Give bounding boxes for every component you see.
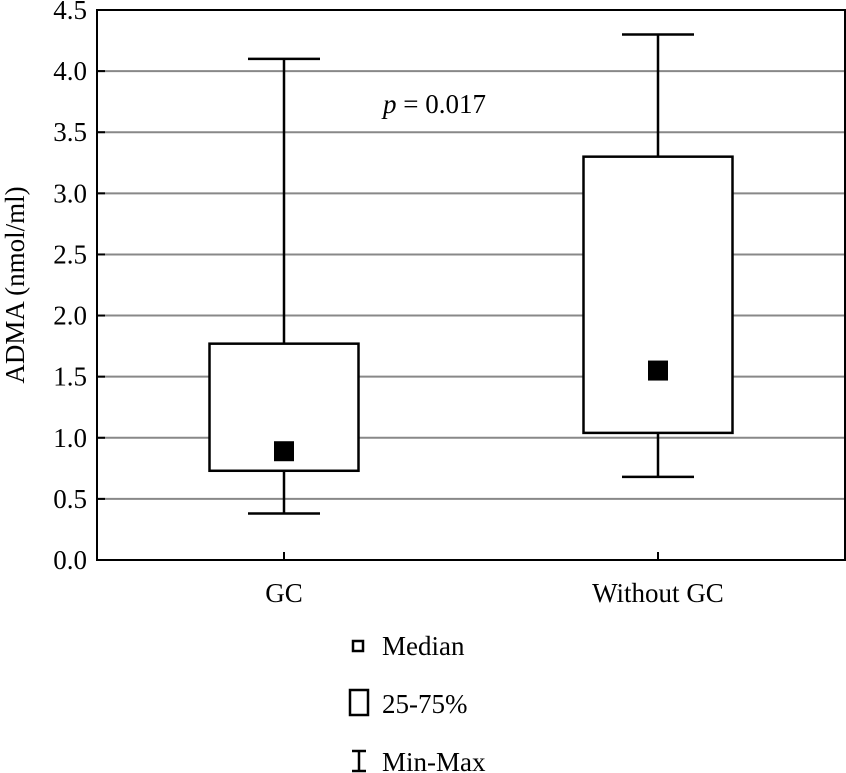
y-tick-label: 3.0 (53, 178, 87, 208)
x-tick-label: GC (265, 578, 303, 608)
y-tick-label: 4.5 (53, 0, 87, 25)
y-tick-label: 1.5 (53, 362, 87, 392)
median-marker (274, 441, 294, 462)
legend-median-label: Median (382, 631, 465, 661)
y-tick-label: 2.5 (53, 239, 87, 269)
box-without-gc (582, 33, 734, 479)
x-tick-label: Without GC (592, 578, 724, 608)
boxes (208, 33, 734, 515)
plot-frame (96, 9, 846, 561)
median-marker (648, 360, 668, 381)
legend-median-icon (351, 639, 365, 653)
y-axis-label: ADMA (nmol/ml) (0, 186, 30, 383)
y-tick-label: 3.5 (53, 117, 87, 147)
legend: Median 25-75% Min-Max (348, 631, 486, 773)
legend-minmax-icon (352, 749, 366, 773)
legend-minmax-label: Min-Max (382, 747, 486, 773)
x-axis-ticks: GC Without GC (265, 552, 724, 608)
p-value-annotation: p = 0.017 (381, 89, 486, 119)
y-tick-label: 0.5 (53, 484, 87, 514)
iqr-box (582, 155, 734, 435)
y-tick-label: 4.0 (53, 56, 87, 86)
y-axis-ticks: 0.0 0.5 1.0 1.5 2.0 2.5 3.0 3.5 4.0 4.5 (53, 0, 105, 575)
legend-box-icon (348, 688, 370, 717)
y-tick-label: 0.0 (53, 545, 87, 575)
box-gc (208, 57, 360, 515)
legend-box-label: 25-75% (382, 689, 467, 719)
y-tick-label: 2.0 (53, 301, 87, 331)
y-tick-label: 1.0 (53, 423, 87, 453)
